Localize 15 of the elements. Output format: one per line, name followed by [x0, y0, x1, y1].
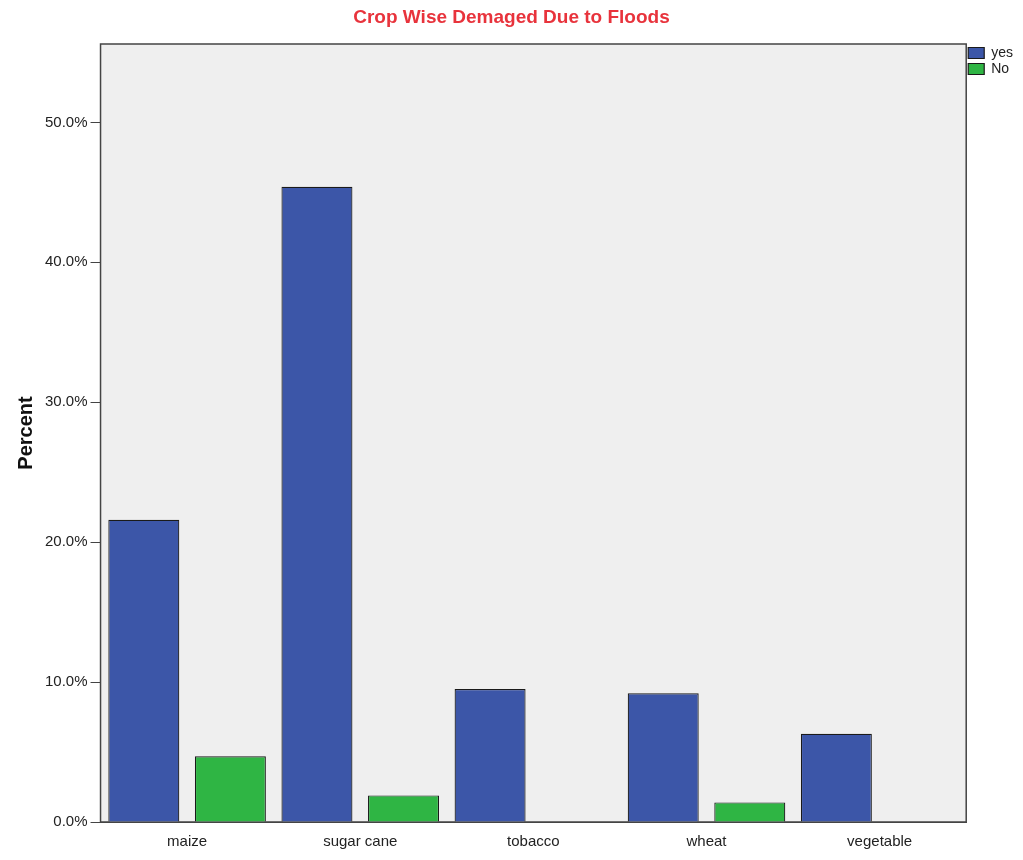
chart-title: Crop Wise Demaged Due to Floods: [352, 6, 671, 28]
x-tick-label: wheat: [685, 832, 728, 850]
legend-label: yes: [991, 43, 1014, 60]
y-tick-label: 40.0%: [44, 252, 88, 270]
y-tick-label: 30.0%: [44, 392, 88, 410]
y-tick-label: 10.0%: [44, 672, 88, 690]
legend-label: No: [991, 59, 1010, 76]
x-tick-label: maize: [167, 832, 208, 850]
y-axis-title: Percent: [13, 395, 36, 470]
x-tick-label: tobacco: [507, 832, 560, 850]
y-tick-label: 50.0%: [44, 112, 88, 130]
x-tick-label: vegetable: [847, 832, 913, 850]
y-tick-label: 20.0%: [44, 532, 88, 550]
y-tick-label: 0.0%: [53, 812, 88, 830]
x-tick-label: sugar cane: [323, 832, 398, 850]
